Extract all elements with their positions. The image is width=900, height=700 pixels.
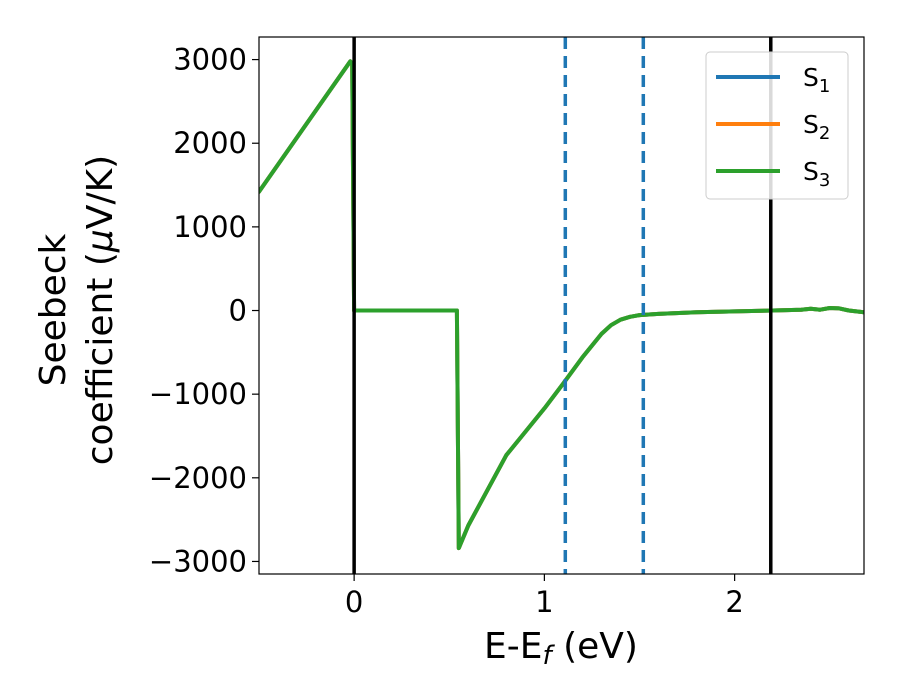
y-tick-label: −1000 xyxy=(149,377,247,411)
y-axis-label-prefix: coefficient ( xyxy=(80,252,121,465)
y-tick-label: 3000 xyxy=(173,43,247,77)
legend-label-s1-base: S xyxy=(803,63,819,92)
x-tick-label: 0 xyxy=(345,585,363,619)
y-axis-label: Seebeck coefficient (μV/K) xyxy=(33,155,121,465)
legend-label-s2-sub: 2 xyxy=(819,123,830,144)
legend-label-s3-base: S xyxy=(803,157,819,186)
legend-label-s1: S1 xyxy=(803,63,830,97)
series-line-s3 xyxy=(259,59,864,551)
y-tick-label: −3000 xyxy=(149,544,247,578)
x-axis-label-suffix: (eV) xyxy=(552,626,638,667)
y-axis-ticks: −3000 −2000 −1000 0 1000 2000 3000 xyxy=(149,43,259,578)
x-axis-label-main: E-E xyxy=(484,626,542,667)
x-axis-ticks: 0 1 2 xyxy=(345,574,744,619)
y-axis-label-mu: μ xyxy=(80,229,121,253)
series-layer xyxy=(259,59,864,551)
legend-label-s2-base: S xyxy=(803,110,819,139)
legend-label-s3: S3 xyxy=(803,157,830,191)
legend-label-s2: S2 xyxy=(803,110,830,144)
x-tick-label: 2 xyxy=(725,585,743,619)
plot-frame xyxy=(258,36,865,575)
y-tick-label: 2000 xyxy=(173,126,247,160)
y-tick-label: 0 xyxy=(229,294,247,328)
legend: S1 S2 S3 xyxy=(705,51,849,200)
x-tick-label: 1 xyxy=(535,585,553,619)
y-axis-label-suffix: V/K) xyxy=(80,155,121,229)
legend-label-s1-sub: 1 xyxy=(819,76,830,97)
y-axis-label-line2: coefficient (μV/K) xyxy=(80,155,121,465)
y-tick-label: 1000 xyxy=(173,210,247,244)
y-axis-label-line1: Seebeck xyxy=(33,233,74,386)
legend-label-s3-sub: 3 xyxy=(819,170,830,191)
y-tick-label: −2000 xyxy=(149,461,247,495)
x-axis-label: E-Ef (eV) xyxy=(484,626,638,671)
